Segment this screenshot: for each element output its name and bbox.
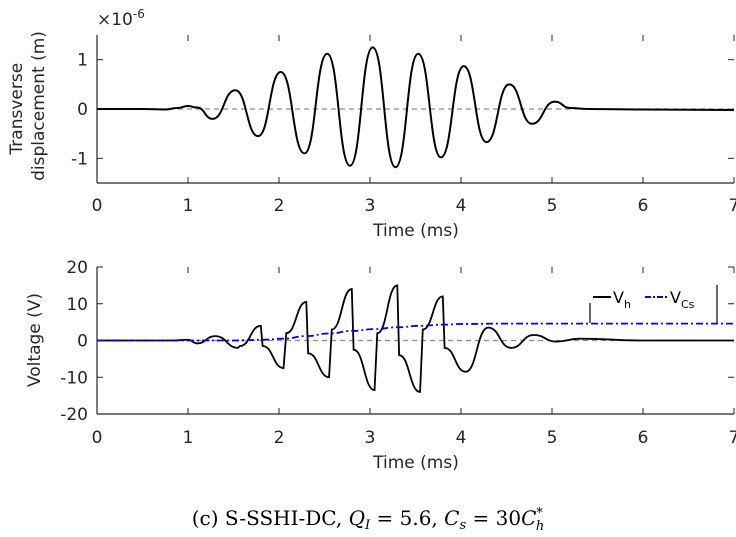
x-tick-label: 2	[274, 196, 285, 216]
y-tick-label: 20	[66, 258, 88, 278]
x-tick-label: 3	[365, 428, 376, 448]
y-tick-label: 0	[77, 100, 88, 120]
exponent-label: ×10-6	[97, 7, 145, 30]
x-tick-label: 4	[456, 196, 467, 216]
x-tick-label: 3	[365, 196, 376, 216]
x-tick-label: 7	[729, 428, 736, 448]
x-tick-label: 7	[729, 196, 736, 216]
voltage-axes	[96, 267, 734, 415]
displacement-chart: 0 1 2 3 4 5 6 7 1 0 -1 ×10-6 Transverse displaceme…	[7, 7, 736, 241]
displacement-xlabel: Time (ms)	[372, 221, 459, 241]
y-tick-label: -20	[60, 405, 88, 425]
displacement-series-line	[97, 46, 735, 169]
y-tick-label: 0	[77, 332, 88, 352]
figure-caption: (c) S-SSHI-DC, QI = 5.6, Cs = 30C* h	[192, 506, 545, 534]
displacement-axes	[96, 35, 734, 184]
y-tick-label: -10	[60, 368, 88, 388]
legend-vh-label: Vh	[613, 288, 631, 311]
x-tick-label: 0	[92, 428, 103, 448]
legend-vcs-label: VCs	[670, 288, 695, 311]
displacement-ylabel: Transverse displacement (m)	[7, 31, 49, 181]
x-tick-label: 6	[638, 196, 649, 216]
x-tick-label: 5	[547, 196, 558, 216]
legend: Vh VCs	[589, 285, 718, 323]
voltage-chart: 0 1 2 3 4 5 6 7 20 10 0 -10 -20 Voltage (V) Time (ms…	[25, 258, 736, 473]
x-tick-label: 5	[547, 428, 558, 448]
x-tick-label: 0	[92, 196, 103, 216]
y-tick-label: 1	[77, 51, 88, 71]
y-tick-label: -1	[71, 149, 88, 169]
x-tick-label: 2	[274, 428, 285, 448]
voltage-ylabel: Voltage (V)	[25, 293, 45, 387]
vh-series-line	[96, 284, 734, 393]
x-tick-label: 1	[183, 196, 194, 216]
y-tick-label: 10	[66, 295, 88, 315]
x-tick-label: 1	[183, 428, 194, 448]
vcs-series-line	[96, 322, 734, 342]
voltage-xlabel: Time (ms)	[372, 453, 459, 473]
x-tick-label: 6	[638, 428, 649, 448]
x-tick-label: 4	[456, 428, 467, 448]
